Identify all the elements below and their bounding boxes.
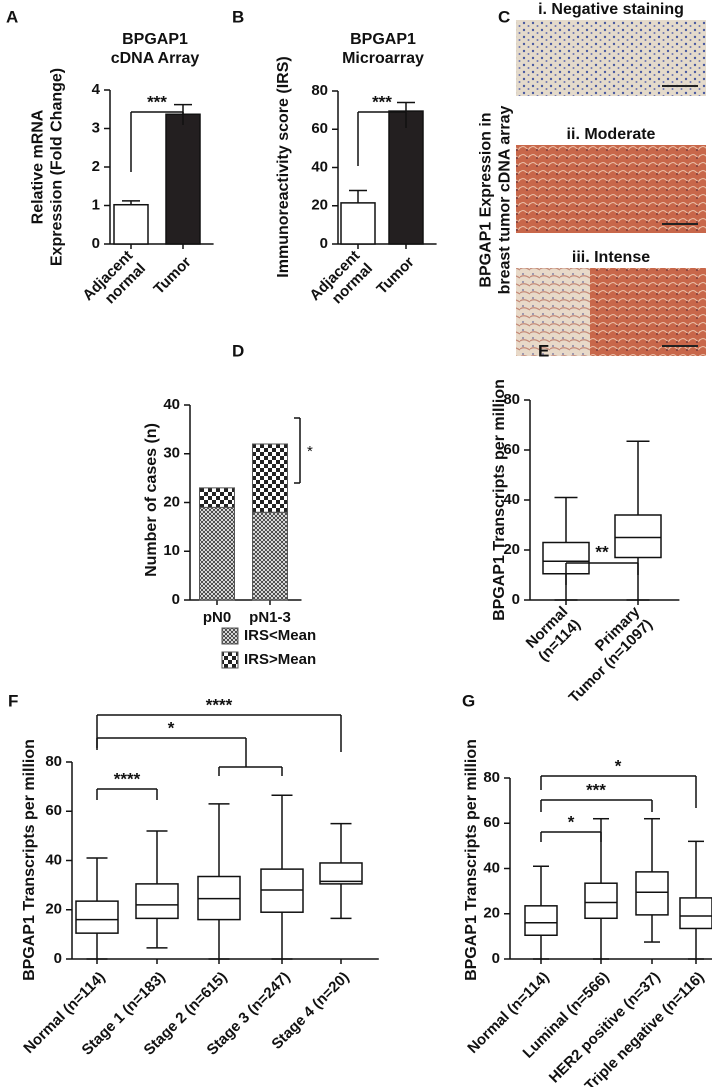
image-negative (516, 20, 706, 96)
image-moderate (516, 145, 706, 233)
x-tick-label: Tumor (150, 254, 194, 298)
y-axis-title: BPGAP1 Expression in breast tumor cDNA ar… (478, 106, 514, 295)
chart-title: BPGAP1 (350, 31, 416, 48)
y-axis-title: BPGAP1 Transcripts per million (491, 379, 508, 621)
box (679, 897, 712, 930)
chart-title: BPGAP1 (122, 31, 188, 48)
panel-letter: B (232, 7, 244, 26)
significance-label: *** (147, 92, 167, 111)
bar (165, 113, 201, 245)
y-tick-label: 10 (163, 542, 180, 559)
y-tick-label: 0 (54, 950, 62, 967)
bar (113, 203, 149, 245)
y-tick-label: 1 (92, 196, 100, 213)
y-tick-label: 60 (45, 802, 62, 819)
y-tick-label: 40 (45, 851, 62, 868)
image-caption: i. Negative staining (538, 1, 684, 18)
box (524, 905, 558, 936)
y-tick-label: 2 (92, 158, 100, 175)
y-tick-label: 40 (163, 396, 180, 413)
panel-letter: F (8, 691, 18, 710)
y-tick-label: 80 (503, 391, 520, 408)
significance-label: * (568, 812, 575, 831)
significance-label: * (168, 718, 175, 737)
y-tick-label: 40 (483, 859, 500, 876)
y-tick-label: 3 (92, 119, 100, 136)
y-tick-label: 40 (503, 491, 520, 508)
y-tick-label: 80 (311, 82, 328, 99)
significance-label: **** (114, 769, 141, 788)
y-axis-title: BPGAP1 Transcripts per million (21, 739, 38, 981)
bar-segment (252, 443, 288, 513)
panel-letter: D (232, 341, 244, 360)
y-tick-label: 20 (483, 905, 500, 922)
y-tick-label: 20 (311, 197, 328, 214)
y-tick-label: 60 (483, 814, 500, 831)
legend-swatch (221, 651, 239, 669)
bar-segment (252, 511, 288, 601)
significance-label: ** (595, 542, 609, 561)
y-axis-title: Relative mRNA Expression (Fold Change) (30, 68, 66, 266)
significance-label: * (615, 756, 622, 775)
y-tick-label: 80 (483, 769, 500, 786)
x-tick-label: Adjacentnormal (306, 247, 376, 317)
image-caption: ii. Moderate (567, 126, 656, 143)
y-tick-label: 30 (163, 445, 180, 462)
bar (388, 110, 424, 245)
y-tick-label: 0 (492, 950, 500, 967)
y-tick-label: 0 (512, 591, 520, 608)
legend-swatch (221, 627, 239, 645)
x-tick-label: Normal(n=114) (522, 603, 584, 665)
y-tick-label: 60 (503, 441, 520, 458)
y-tick-label: 40 (311, 158, 328, 175)
x-tick-label: Tumor (373, 254, 417, 298)
y-tick-label: 60 (311, 120, 328, 137)
box (75, 900, 119, 934)
y-tick-label: 4 (92, 81, 101, 98)
x-tick-label: Adjacentnormal (79, 247, 149, 317)
bar (340, 202, 376, 245)
y-tick-label: 0 (172, 591, 180, 608)
panel-letter: A (6, 7, 18, 26)
significance-label: *** (372, 92, 392, 111)
x-tick-label: pN0 (203, 609, 231, 626)
image-caption: iii. Intense (572, 249, 650, 266)
bar-segment (199, 487, 235, 508)
y-axis-title: Number of cases (n) (143, 423, 160, 577)
box (584, 882, 618, 920)
legend-label: IRS>Mean (244, 651, 316, 668)
legend-label: IRS<Mean (244, 627, 316, 644)
y-tick-label: 0 (92, 235, 100, 252)
significance-label: * (307, 443, 313, 460)
y-tick-label: 0 (320, 235, 328, 252)
significance-label: **** (206, 695, 233, 714)
image-intense-stroma (516, 268, 590, 356)
box (319, 862, 363, 885)
y-tick-label: 20 (163, 493, 180, 510)
y-tick-label: 20 (503, 541, 520, 558)
box (614, 514, 662, 559)
staining-images: i. Negative staining ii. Moderate iii. I… (516, 1, 706, 356)
panel-letter: E (538, 341, 549, 360)
box (635, 871, 669, 916)
y-axis-title: BPGAP1 Transcripts per million (463, 739, 480, 981)
chart-subtitle: cDNA Array (111, 50, 200, 67)
chart-subtitle: Microarray (342, 50, 424, 67)
y-tick-label: 80 (45, 753, 62, 770)
y-tick-label: 20 (45, 901, 62, 918)
significance-label: *** (586, 780, 606, 799)
box (135, 883, 179, 920)
y-axis-title: Immunoreactivity score (IRS) (275, 56, 292, 277)
panel-letter: G (462, 691, 475, 710)
bar-segment (199, 506, 235, 601)
panel-letter: C (498, 7, 510, 26)
x-tick-label: pN1-3 (249, 609, 291, 626)
